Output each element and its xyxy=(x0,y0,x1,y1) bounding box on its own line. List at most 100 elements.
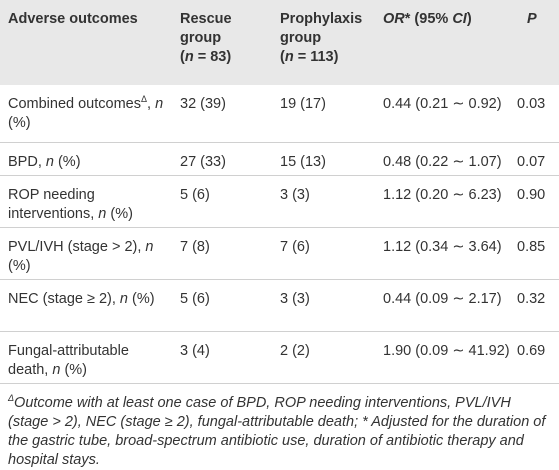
label-text: Δ xyxy=(141,94,148,105)
header-text: n xyxy=(184,49,194,65)
cell-text: 5 (6) xyxy=(180,290,210,307)
cell: 0.03 xyxy=(517,85,559,142)
cell: 0.44 (0.09 ∼ 2.17) xyxy=(380,279,517,331)
label-text: (%) xyxy=(53,153,81,170)
header-text: * (95% xyxy=(404,11,453,27)
cell-text: 0.03 xyxy=(517,96,546,112)
label-text: BPD, xyxy=(8,153,46,170)
row-label: Combined outcomesΔ, n (%) xyxy=(0,85,168,142)
cell-text: 3 (3) xyxy=(280,290,310,307)
header-text: CI xyxy=(452,11,467,27)
label-text: ROP needing interventions, xyxy=(8,186,99,222)
label-text: , xyxy=(147,96,156,112)
row-label: BPD, n (%) xyxy=(0,142,168,175)
cell: 32 (39) xyxy=(168,85,268,142)
label-text: NEC (stage ≥ 2), xyxy=(8,290,120,307)
cell-text: 0.85 xyxy=(517,238,546,255)
cell: 1.90 (0.09 ∼ 41.92) xyxy=(380,331,517,383)
header-text: = 83) xyxy=(193,49,232,65)
table-body: Combined outcomesΔ, n (%) 32 (39) 19 (17) 0… xyxy=(0,85,559,383)
table-row: ROP needing interventions, n (%) 5 (6) 3 (… xyxy=(0,175,559,227)
label-text: n xyxy=(52,361,61,378)
header-cell: Rescue group (n = 83) xyxy=(168,0,268,85)
cell-text: 1.12 (0.20 ∼ 6.23) xyxy=(383,186,502,203)
outcomes-table: Adverse outcomes Rescue group (n = 83) Pr… xyxy=(0,0,559,383)
cell-text: 32 (39) xyxy=(180,96,226,112)
cell: 3 (4) xyxy=(168,331,268,383)
cell: 3 (3) xyxy=(268,175,380,227)
footnote: ΔOutcome with at least one case of BPD, … xyxy=(0,384,559,470)
cell: 1.12 (0.20 ∼ 6.23) xyxy=(380,175,517,227)
cell: 3 (3) xyxy=(268,279,380,331)
cell-text: 19 (17) xyxy=(280,96,326,112)
cell: 0.48 (0.22 ∼ 1.07) xyxy=(380,142,517,175)
table-row: Combined outcomesΔ, n (%) 32 (39) 19 (17) 0… xyxy=(0,85,559,142)
cell-text: 2 (2) xyxy=(280,342,310,359)
header-cell: Adverse outcomes xyxy=(0,0,168,85)
cell-text: 1.12 (0.34 ∼ 3.64) xyxy=(383,238,502,255)
header-text: ( xyxy=(180,49,185,65)
cell: 1.12 (0.34 ∼ 3.64) xyxy=(380,227,517,279)
cell: 7 (6) xyxy=(268,227,380,279)
cell-text: 3 (3) xyxy=(280,186,310,203)
label-text: n xyxy=(119,290,128,307)
cell: 19 (17) xyxy=(268,85,380,142)
header-text: ( xyxy=(280,49,285,65)
label-text: (%) xyxy=(106,205,133,222)
cell-text: 7 (6) xyxy=(280,238,310,255)
label-text: Fungal-attributable death, xyxy=(8,342,129,378)
label-text: Combined outcomes xyxy=(8,96,141,112)
label-text: PVL/IVH (stage > 2), xyxy=(8,238,146,255)
cell: 5 (6) xyxy=(168,175,268,227)
cell-text: 0.69 xyxy=(517,342,546,359)
header-text: P xyxy=(527,11,537,27)
cell-text: 7 (8) xyxy=(180,238,210,255)
cell: 5 (6) xyxy=(168,279,268,331)
row-label: ROP needing interventions, n (%) xyxy=(0,175,168,227)
cell: 0.85 xyxy=(517,227,559,279)
label-text: n xyxy=(45,153,54,170)
cell-text: 1.90 (0.09 ∼ 41.92) xyxy=(383,342,510,359)
cell-text: 0.44 (0.21 ∼ 0.92) xyxy=(383,96,502,112)
label-text: (%) xyxy=(128,290,155,307)
header-text: Prophylaxis group xyxy=(280,11,363,46)
cell-text: 0.32 xyxy=(517,290,546,307)
row-label: Fungal-attributable death, n (%) xyxy=(0,331,168,383)
header-text: n xyxy=(284,49,294,65)
cell: 7 (8) xyxy=(168,227,268,279)
label-text: (%) xyxy=(8,257,31,274)
header-text: Rescue group xyxy=(180,11,232,46)
row-label: NEC (stage ≥ 2), n (%) xyxy=(0,279,168,331)
table-row: Fungal-attributable death, n (%) 3 (4) 2 (… xyxy=(0,331,559,383)
cell: 0.32 xyxy=(517,279,559,331)
label-text: (%) xyxy=(60,361,88,378)
cell: 27 (33) xyxy=(168,142,268,175)
footnote-text: Outcome with at least one case of BPD, R… xyxy=(8,394,546,468)
header-text: Adverse outcomes xyxy=(8,11,138,27)
cell-text: 0.48 (0.22 ∼ 1.07) xyxy=(383,153,502,170)
table-row: NEC (stage ≥ 2), n (%) 5 (6) 3 (3) 0.44 (0.… xyxy=(0,279,559,331)
cell-text: 5 (6) xyxy=(180,186,210,203)
cell: 0.69 xyxy=(517,331,559,383)
header-text: OR xyxy=(383,11,405,27)
header-cell: P xyxy=(517,0,559,85)
header-text: = 113) xyxy=(293,49,339,65)
header-cell: Prophylaxis group (n = 113) xyxy=(268,0,380,85)
header-text: ) xyxy=(466,11,472,27)
cell-text: 0.44 (0.09 ∼ 2.17) xyxy=(383,290,502,307)
footnote-mark: Δ xyxy=(8,392,15,403)
cell: 0.07 xyxy=(517,142,559,175)
label-text: (%) xyxy=(8,115,31,131)
header-row: Adverse outcomes Rescue group (n = 83) Pr… xyxy=(0,0,559,85)
cell-text: 0.07 xyxy=(517,153,546,170)
header-cell: OR* (95% CI) xyxy=(380,0,517,85)
cell-text: 15 (13) xyxy=(280,153,326,170)
label-text: n xyxy=(155,96,164,112)
cell-text: 3 (4) xyxy=(180,342,210,359)
label-text: n xyxy=(145,238,154,255)
cell: 0.44 (0.21 ∼ 0.92) xyxy=(380,85,517,142)
cell-text: 0.90 xyxy=(517,186,546,203)
table-row: BPD, n (%) 27 (33) 15 (13) 0.48 (0.22 ∼ 1.0… xyxy=(0,142,559,175)
cell: 2 (2) xyxy=(268,331,380,383)
